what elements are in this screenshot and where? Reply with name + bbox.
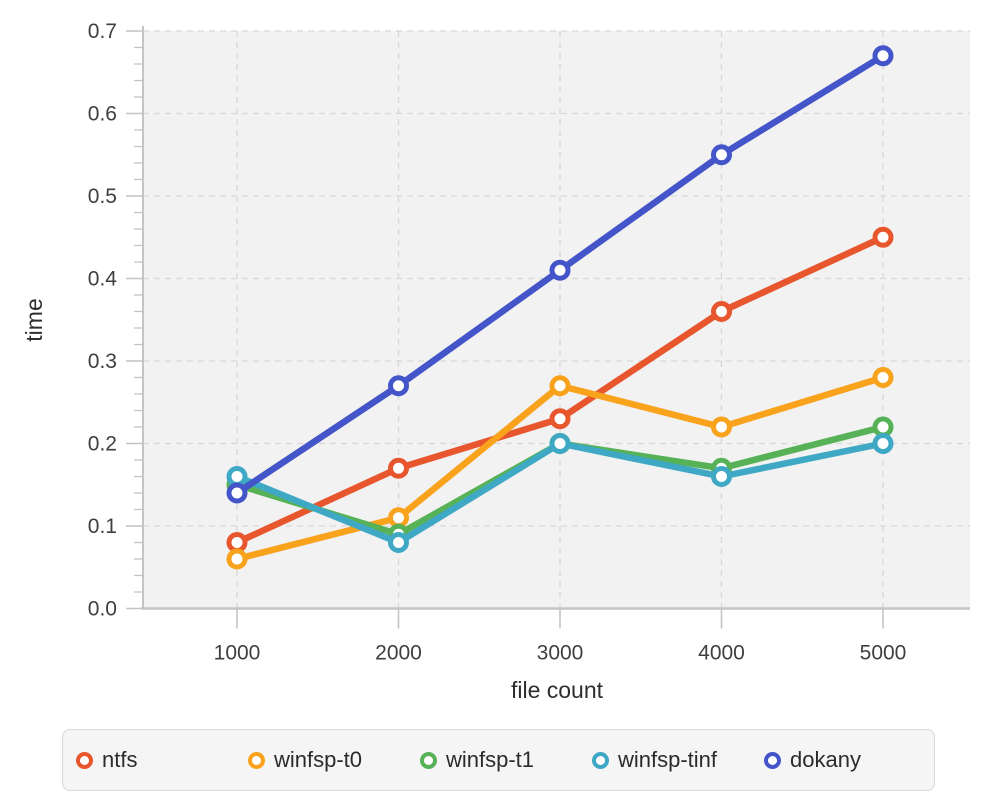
- plot-area: [143, 31, 970, 609]
- y-tick-label: 0.1: [88, 515, 117, 538]
- legend-marker-icon: [76, 751, 93, 769]
- data-point-winfsp-t1-5000: [872, 416, 894, 438]
- legend-item-label: winfsp-t1: [446, 747, 535, 772]
- y-tick-label: 0.2: [88, 433, 117, 456]
- data-point-winfsp-t0-2000: [388, 507, 409, 529]
- legend-marker-icon: [420, 751, 437, 769]
- x-tick-label: 3000: [537, 642, 584, 665]
- y-tick-label: 0.0: [88, 598, 117, 621]
- data-point-dokany-4000: [711, 144, 732, 166]
- series-layer: [226, 45, 894, 570]
- data-point-winfsp-t0-5000: [872, 367, 894, 388]
- legend-item-label: ntfs: [102, 747, 138, 772]
- data-point-ntfs-4000: [711, 301, 732, 322]
- data-point-winfsp-tinf-2000: [388, 532, 409, 553]
- legend-item-label: winfsp-t0: [274, 747, 363, 772]
- y-tick-label: 0.7: [88, 20, 117, 43]
- data-point-ntfs-5000: [872, 226, 894, 248]
- x-tick-label: 5000: [860, 642, 907, 665]
- data-point-dokany-3000: [549, 259, 571, 281]
- axis-layer: 0.0 0.1 0.2 0.3 0.4 0.5 0.6 0.7 1000 2000 3000 4000…: [88, 20, 970, 665]
- legend-item-label: winfsp-tinf: [618, 747, 718, 772]
- y-tick-label: 0.5: [88, 185, 117, 208]
- x-tick-label: 4000: [698, 642, 745, 665]
- data-point-dokany-1000: [226, 482, 248, 504]
- data-point-ntfs-2000: [388, 457, 409, 479]
- data-point-winfsp-t0-1000: [226, 548, 248, 570]
- data-point-ntfs-3000: [549, 408, 571, 430]
- data-point-dokany-5000: [872, 45, 894, 67]
- data-point-winfsp-t0-3000: [549, 375, 571, 397]
- plot-background-layer: [143, 31, 970, 609]
- legend: ntfs winfsp-t0 winfsp-t1 winfsp-tinf dokany: [62, 729, 935, 791]
- x-tick-label: 1000: [214, 642, 261, 665]
- data-point-winfsp-t0-4000: [711, 416, 732, 438]
- legend-item-winfsp-tinf: winfsp-tinf: [592, 747, 764, 773]
- legend-item-winfsp-t1: winfsp-t1: [420, 747, 592, 773]
- data-point-winfsp-tinf-5000: [872, 433, 894, 454]
- data-point-winfsp-tinf-4000: [711, 466, 732, 487]
- y-tick-label: 0.6: [88, 103, 117, 126]
- x-tick-label: 2000: [375, 642, 422, 665]
- legend-marker-icon: [764, 751, 781, 769]
- legend-marker-icon: [592, 751, 609, 769]
- legend-item-ntfs: ntfs: [76, 747, 248, 773]
- y-tick-label: 0.3: [88, 350, 117, 373]
- data-point-winfsp-tinf-1000: [226, 466, 248, 487]
- legend-item-winfsp-t0: winfsp-t0: [248, 747, 420, 773]
- x-axis-title: file count: [511, 677, 604, 703]
- legend-item-dokany: dokany: [764, 747, 861, 773]
- legend-item-label: dokany: [790, 747, 861, 772]
- data-point-ntfs-1000: [226, 532, 248, 553]
- legend-marker-icon: [248, 751, 265, 769]
- data-point-dokany-2000: [388, 375, 409, 397]
- y-axis-title: time: [21, 298, 47, 341]
- data-point-winfsp-tinf-3000: [549, 433, 571, 454]
- y-tick-label: 0.4: [88, 268, 118, 291]
